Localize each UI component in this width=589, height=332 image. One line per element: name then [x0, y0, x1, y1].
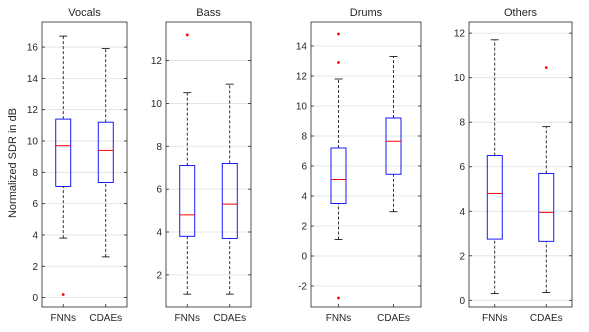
box-cdaes — [385, 56, 402, 213]
y-tick-label: 0 — [301, 252, 307, 263]
y-tick-label: 0 — [459, 296, 465, 307]
axes-frame — [468, 21, 573, 308]
y-tick-label: 10 — [27, 137, 39, 148]
axes-frame — [41, 21, 128, 308]
outlier-point — [337, 32, 340, 36]
box-cdaes — [221, 83, 238, 295]
y-tick-label: 8 — [156, 142, 162, 153]
iqr-box — [538, 172, 555, 242]
y-tick-label: 12 — [151, 56, 163, 67]
y-tick-label: 4 — [301, 192, 307, 203]
y-tick-label: 4 — [156, 228, 162, 239]
panel-vocals: 0 2 4 6 8 10 12 14 16 FNNs CDAEs Vocals — [27, 7, 128, 324]
panel-title: Bass — [196, 7, 221, 19]
x-tick-label: FNNs — [174, 313, 200, 324]
box-fnns — [486, 39, 503, 295]
outlier-point — [337, 296, 340, 300]
panel-title: Others — [504, 7, 538, 19]
x-tick-label: CDAEs — [89, 313, 122, 324]
y-tick-label: 2 — [301, 222, 307, 233]
axes-frame — [310, 21, 422, 308]
y-tick-label: 2 — [156, 270, 162, 281]
iqr-box — [385, 117, 402, 175]
y-axis-label: Normalized SDR in dB — [7, 108, 19, 218]
outlier-point — [185, 33, 189, 37]
y-tick-label: 2 — [32, 262, 38, 273]
iqr-box — [97, 121, 114, 183]
y-tick-label: 6 — [301, 162, 307, 173]
panel-drums: -2 0 2 4 6 8 10 12 14 FNNs CDAEs Drums — [296, 7, 422, 324]
y-tick-label: 16 — [27, 43, 39, 54]
panel-others: 0 2 4 6 8 10 12 FNNs CDAEs Others — [454, 7, 573, 324]
y-tick-label: 14 — [296, 42, 308, 53]
iqr-box — [330, 147, 347, 204]
iqr-box — [55, 118, 72, 187]
box-cdaes — [538, 66, 555, 293]
iqr-box — [179, 165, 196, 237]
y-tick-label: 12 — [454, 29, 466, 40]
panel-title: Drums — [350, 7, 383, 19]
y-tick-label: 10 — [296, 102, 308, 113]
iqr-box — [486, 155, 503, 240]
y-tick-label: 2 — [459, 251, 465, 262]
y-tick-label: 10 — [454, 73, 466, 84]
box-cdaes — [97, 48, 114, 258]
outlier-point — [61, 293, 65, 296]
x-tick-label: CDAEs — [530, 313, 563, 324]
outlier-point — [337, 61, 340, 64]
y-tick-label: 8 — [301, 132, 307, 143]
y-tick-label: 14 — [27, 74, 39, 85]
x-tick-label: CDAEs — [377, 313, 410, 324]
box-fnns — [179, 33, 196, 295]
y-tick-label: 6 — [156, 185, 162, 196]
y-tick-label: 4 — [32, 230, 38, 241]
y-tick-label: 8 — [459, 118, 465, 129]
y-tick-label: 10 — [151, 99, 163, 110]
x-tick-label: FNNs — [326, 313, 352, 324]
y-tick-label: 0 — [32, 293, 38, 304]
panel-bass: 2 4 6 8 10 12 FNNs CDAEs Bass — [151, 7, 252, 324]
x-tick-label: FNNs — [482, 313, 508, 324]
y-tick-label: 6 — [32, 199, 38, 210]
box-fnns — [330, 32, 347, 300]
y-tick-label: 6 — [459, 162, 465, 173]
y-tick-label: 8 — [32, 168, 38, 179]
iqr-box — [221, 162, 238, 239]
axes-frame — [165, 21, 252, 308]
y-tick-label: 12 — [296, 72, 308, 83]
x-tick-label: CDAEs — [213, 313, 246, 324]
y-tick-label: 4 — [459, 207, 465, 218]
outlier-point — [544, 66, 548, 70]
y-tick-label: -2 — [298, 282, 307, 293]
box-fnns — [55, 35, 72, 296]
panel-title: Vocals — [68, 7, 101, 19]
x-tick-label: FNNs — [50, 313, 76, 324]
y-tick-label: 12 — [27, 105, 39, 116]
